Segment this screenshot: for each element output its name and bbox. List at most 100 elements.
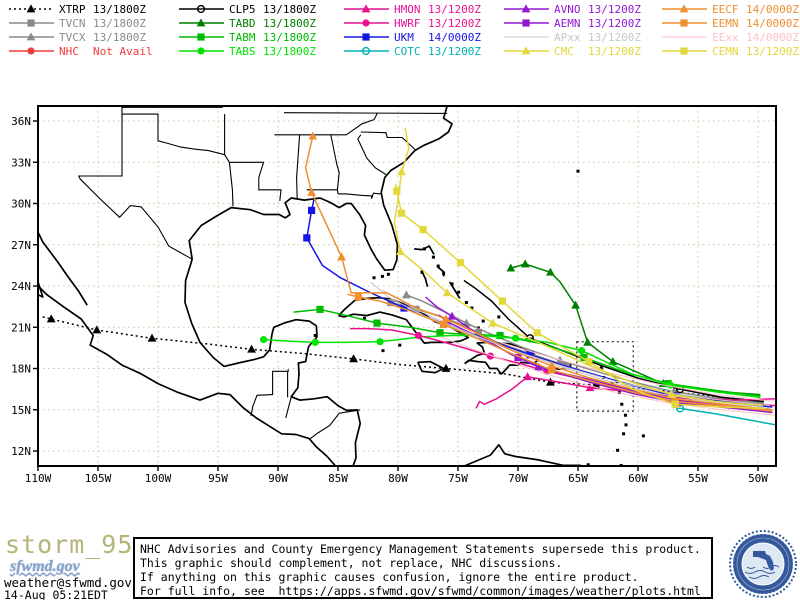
island: [422, 247, 426, 251]
track-apxx-1: [370, 281, 771, 407]
legend-model-name: AEMN: [554, 16, 581, 30]
legend-entry-tvcn: TVCN 13/1800Z: [8, 16, 146, 30]
political-border: [338, 192, 381, 199]
lon-tick-label: 90W: [268, 472, 288, 485]
triangle-legend-icon: [9, 4, 54, 13]
theta-legend-icon: [179, 4, 224, 14]
triangle-marker: [26, 32, 36, 41]
legend-model-time: 13/1200Z: [428, 44, 481, 58]
notice-line: NHC Advisories and County Emergency Mana…: [140, 542, 701, 556]
legend-model-time: 14/0000Z: [746, 30, 799, 44]
legend-model-time: 13/1200Z: [428, 16, 481, 30]
lat-tick-label: 24N: [11, 280, 31, 293]
legend-model-time: 13/1200Z: [428, 2, 481, 16]
island: [457, 290, 461, 294]
island: [362, 316, 366, 320]
coastline: [38, 230, 88, 306]
lon-tick-label: 55W: [688, 472, 708, 485]
square-marker: [533, 329, 541, 337]
legend-model-name: EEMN: [712, 16, 739, 30]
triangle-legend-icon: [9, 32, 54, 41]
triangle-marker: [147, 333, 157, 342]
lat-tick-label: 18N: [11, 363, 31, 376]
square-marker: [498, 297, 506, 305]
triangle-marker: [608, 357, 618, 366]
legend-model-time: 13/1200Z: [588, 16, 641, 30]
square-marker: [548, 366, 556, 374]
legend-entry-eexx: EExx 14/0000Z: [661, 30, 799, 44]
notice-line: If anything on this graphic causes confu…: [140, 570, 639, 584]
island: [599, 366, 603, 370]
square-marker: [316, 305, 324, 313]
district-seal: [727, 528, 799, 600]
legend-entry-cemn: CEMN 13/1200Z: [661, 44, 799, 58]
legend-model-name: NHC: [59, 44, 79, 58]
square-marker: [400, 304, 408, 312]
legend-entry-tvcx: TVCX 13/1800Z: [8, 30, 146, 44]
square-marker: [354, 293, 362, 301]
triangle-legend-icon: [504, 4, 549, 13]
legend-model-time: 13/1800Z: [263, 16, 316, 30]
square-marker: [522, 19, 530, 27]
legend-entry-eecf: EECF 14/0000Z: [661, 2, 799, 16]
island: [616, 448, 620, 452]
lat-tick-label: 33N: [11, 156, 31, 169]
island: [381, 349, 385, 353]
legend-model-time: 13/1800Z: [263, 30, 316, 44]
triangle-marker: [521, 46, 531, 55]
island: [380, 274, 384, 278]
notice-box: NHC Advisories and County Emergency Mana…: [133, 537, 713, 599]
island: [481, 319, 485, 323]
triangle-marker: [585, 383, 595, 392]
political-border: [122, 113, 225, 156]
track-cmc: [393, 127, 763, 407]
legend-model-name: APxx: [554, 30, 581, 44]
island: [641, 434, 645, 438]
florida-silhouette: [753, 551, 774, 571]
legend-entry-eemn: EEMN 14/0000Z: [661, 16, 799, 30]
triangle-marker: [196, 18, 206, 27]
legend-model-name: TVCN: [59, 16, 86, 30]
circle-marker: [362, 19, 370, 27]
contact-email: weather@sfwmd.gov: [4, 575, 132, 590]
legend-model-time: 13/1800Z: [263, 44, 316, 58]
circle-legend-icon: [179, 47, 224, 55]
political-border: [250, 369, 289, 417]
model-tracks: [40, 127, 776, 426]
island: [623, 413, 627, 417]
triangle-marker: [26, 4, 36, 13]
island: [372, 276, 376, 280]
coastline: [188, 106, 453, 272]
footer: storm_95 sfwmd.gov weather@sfwmd.gov 14-…: [0, 528, 800, 600]
lon-tick-label: 70W: [508, 472, 528, 485]
square-marker: [456, 259, 464, 267]
lon-tick-label: 50W: [748, 472, 768, 485]
coastline: [464, 341, 539, 375]
track-tvcn: [387, 298, 765, 406]
triangle-legend-icon: [179, 18, 224, 27]
triangle-marker: [349, 354, 358, 363]
island: [450, 282, 454, 286]
lat-tick-label: 36N: [11, 115, 31, 128]
lat-tick-label: 21N: [11, 321, 31, 334]
track-cemn: [393, 184, 766, 410]
circle-legend-icon: [344, 19, 389, 27]
political-border: [283, 112, 448, 114]
legend-model-name: TABM: [229, 30, 256, 44]
square-marker: [680, 19, 688, 27]
legend-model-name: CEMN: [712, 44, 739, 58]
legend-model-name: HMON: [394, 2, 421, 16]
legend-model-name: EECF: [712, 2, 739, 16]
legend-model-name: TABS: [229, 44, 256, 58]
triangle-marker: [506, 263, 516, 272]
political-border: [79, 178, 193, 260]
lon-tick-label: 85W: [328, 472, 348, 485]
product-id: storm_95: [5, 530, 134, 559]
legend-entry-cmc: CMC 13/1200Z: [503, 44, 641, 58]
legend-model-name: XTRP: [59, 2, 86, 16]
legend-entry-avno: AVNO 13/1200Z: [503, 2, 641, 16]
legend-model-name: HWRF: [394, 16, 421, 30]
square-marker: [27, 19, 35, 27]
legend-model-time: Not Avail: [93, 44, 153, 58]
